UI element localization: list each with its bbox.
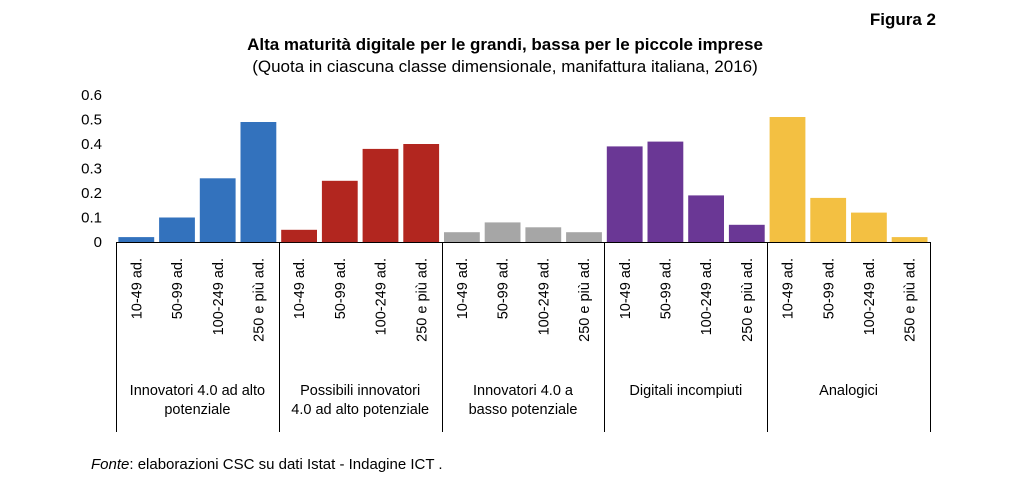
bar [891, 237, 928, 242]
category-tick-label: 250 e più ad. [414, 258, 430, 342]
bar [851, 212, 887, 242]
bar [647, 141, 684, 242]
category-tick-label: 10-49 ad. [618, 258, 634, 319]
category-tick-label: 10-49 ad. [292, 258, 308, 319]
source-prefix: Fonte [91, 456, 130, 473]
group-label: potenziale [164, 402, 230, 418]
source-text: : elaborazioni CSC su dati Istat - Indag… [129, 456, 443, 473]
category-tick-label: 100-249 ad. [862, 258, 878, 335]
bar [484, 222, 521, 242]
bar [362, 148, 399, 242]
bar [444, 232, 480, 242]
category-tick-label: 100-249 ad. [211, 258, 227, 335]
bar [606, 146, 643, 242]
category-tick-label: 50-99 ad. [170, 258, 186, 319]
category-tick-label: 10-49 ad. [781, 258, 797, 319]
y-tick-label: 0.5 [81, 112, 102, 129]
bar [769, 117, 806, 242]
y-tick-label: 0.6 [81, 87, 102, 104]
category-tick-label: 50-99 ad. [659, 258, 675, 319]
category-tick-label: 250 e più ad. [577, 258, 593, 342]
figure-label: Figura 2 [869, 10, 936, 29]
category-tick-label: 50-99 ad. [333, 258, 349, 319]
bar [159, 217, 195, 242]
category-tick-label: 50-99 ad. [821, 258, 837, 319]
source-note: Fonte: elaborazioni CSC su dati Istat - … [91, 456, 443, 473]
group-label: basso potenziale [469, 402, 578, 418]
category-tick-label: 50-99 ad. [496, 258, 512, 319]
bar [810, 197, 847, 242]
bar [403, 144, 440, 242]
category-tick-label: 100-249 ad. [699, 258, 715, 335]
bar [199, 178, 236, 242]
y-tick-label: 0.2 [81, 185, 102, 202]
chart-title: Alta maturità digitale per le grandi, ba… [247, 35, 763, 54]
y-tick-label: 0.4 [81, 136, 102, 153]
bar [240, 122, 277, 242]
chart-subtitle: (Quota in ciascuna classe dimensionale, … [252, 57, 758, 76]
group-label: Innovatori 4.0 a [473, 383, 574, 399]
bar [525, 227, 562, 242]
group-label: Analogici [819, 383, 878, 399]
group-label: Innovatori 4.0 ad alto [130, 383, 265, 399]
bar [688, 195, 724, 242]
category-tick-label: 250 e più ad. [252, 258, 268, 342]
bar [118, 237, 155, 242]
category-tick-label: 100-249 ad. [374, 258, 390, 335]
bar [281, 229, 317, 243]
group-label: 4.0 ad alto potenziale [291, 402, 429, 418]
category-tick-label: 10-49 ad. [129, 258, 145, 319]
category-tick-label: 100-249 ad. [536, 258, 552, 335]
group-label: Digitali incompiuti [629, 383, 742, 399]
y-tick-label: 0.3 [81, 161, 102, 178]
category-tick-label: 250 e più ad. [903, 258, 919, 342]
category-tick-label: 10-49 ad. [455, 258, 471, 319]
y-tick-label: 0 [94, 234, 102, 251]
group-label: Possibili innovatori [300, 383, 420, 399]
bar [321, 180, 358, 243]
y-tick-label: 0.1 [81, 210, 102, 227]
bar [728, 224, 765, 242]
category-tick-label: 250 e più ad. [740, 258, 756, 342]
bar [566, 232, 602, 242]
